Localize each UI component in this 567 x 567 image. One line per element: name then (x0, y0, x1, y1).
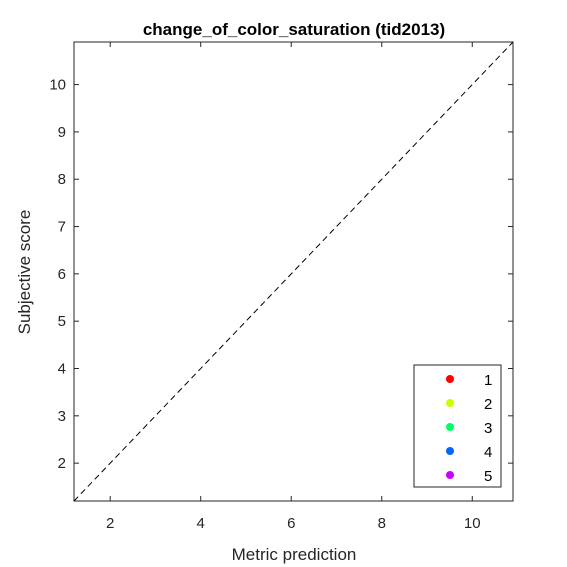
legend-marker (446, 423, 454, 431)
legend-marker (446, 375, 454, 383)
x-axis-label: Metric prediction (232, 545, 357, 564)
y-tick-label: 6 (58, 266, 66, 283)
legend: 1 2 3 4 5 (413, 364, 502, 488)
legend-label: 3 (484, 420, 492, 437)
x-tick-label: 2 (106, 515, 114, 532)
legend-marker (446, 447, 454, 455)
legend-label: 5 (484, 468, 492, 485)
y-tick-label: 10 (49, 77, 66, 94)
legend-box (413, 364, 502, 488)
x-tick-label: 8 (378, 515, 386, 532)
chart-title: change_of_color_saturation (tid2013) (143, 20, 445, 39)
legend-label: 1 (484, 372, 492, 389)
x-tick-label: 10 (464, 515, 481, 532)
y-tick-label: 7 (58, 219, 66, 236)
y-tick-label: 8 (58, 171, 66, 188)
y-tick-label: 3 (58, 408, 66, 425)
reference-diagonal-line (73, 41, 514, 502)
legend-marker (446, 471, 454, 479)
x-axis-ticks: 2 4 6 8 10 (106, 42, 481, 532)
plot-area: 2 4 6 8 10 2 3 4 5 6 7 8 9 10 (49, 41, 514, 532)
x-tick-label: 6 (287, 515, 295, 532)
y-tick-label: 2 (58, 455, 66, 472)
x-tick-label: 4 (197, 515, 205, 532)
y-axis-label: Subjective score (15, 210, 34, 335)
y-tick-label: 4 (58, 361, 66, 378)
y-axis-ticks: 2 3 4 5 6 7 8 9 10 (49, 77, 513, 472)
y-tick-label: 9 (58, 124, 66, 141)
legend-label: 2 (484, 396, 492, 413)
y-tick-label: 5 (58, 313, 66, 330)
legend-marker (446, 399, 454, 407)
legend-label: 4 (484, 444, 492, 461)
